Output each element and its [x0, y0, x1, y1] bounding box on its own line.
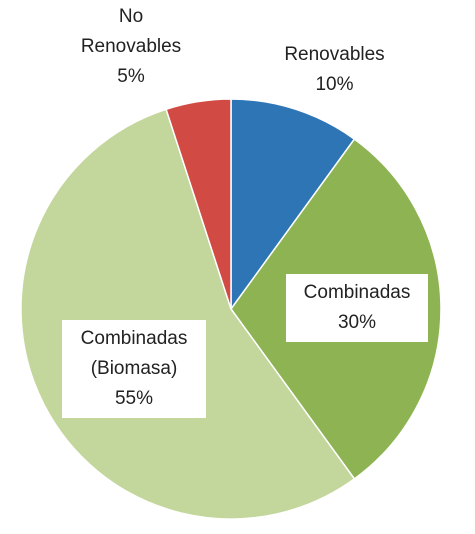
- slice-label-renovables: Renovables 10%: [272, 40, 397, 100]
- label-line: Combinadas: [303, 282, 411, 303]
- slice-label-combinadas: Combinadas 30%: [286, 274, 428, 342]
- label-line: Renovables: [284, 44, 385, 65]
- label-line: (Biomasa): [90, 358, 178, 379]
- label-value: 55%: [114, 388, 154, 409]
- pie-slice-no-renovables: [165, 98, 232, 310]
- label-value: 30%: [337, 312, 377, 333]
- label-line: No: [118, 6, 144, 27]
- pie-slice-renovables: [230, 98, 356, 312]
- label-value: 5%: [117, 66, 145, 87]
- label-line: Renovables: [80, 36, 182, 57]
- slice-label-biomasa: Combinadas (Biomasa) 55%: [62, 320, 206, 418]
- label-line: Combinadas: [80, 328, 188, 349]
- label-value: 10%: [315, 74, 354, 95]
- slice-label-no-renovables: No Renovables 5%: [70, 2, 192, 92]
